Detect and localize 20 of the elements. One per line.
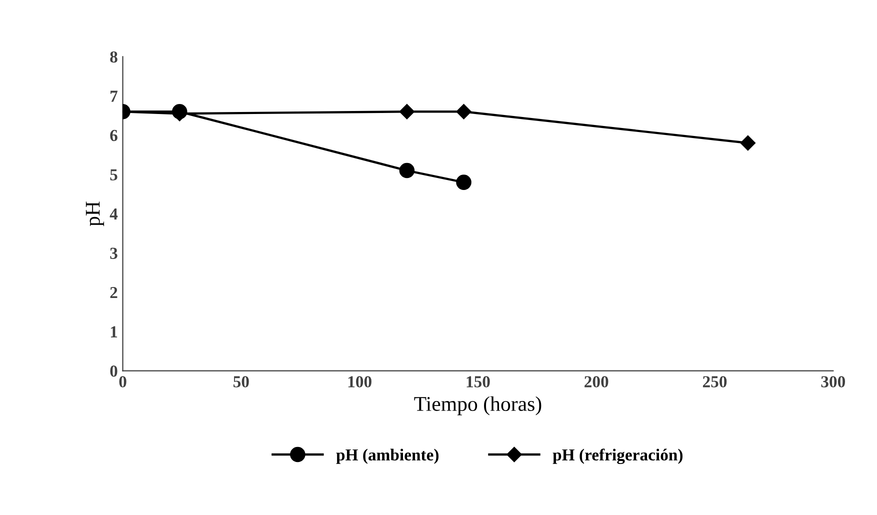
y-tick-label: 0 — [110, 366, 118, 377]
y-tick-label: 6 — [110, 130, 118, 142]
x-tick-label: 100 — [348, 376, 372, 388]
y-tick-label: 4 — [110, 208, 118, 220]
x-tick-label: 0 — [119, 376, 126, 388]
legend-label: pH (refrigeración) — [552, 448, 683, 464]
y-tick-label: 2 — [110, 287, 118, 298]
x-tick-label: 200 — [584, 376, 608, 388]
y-tick-label: 8 — [110, 51, 118, 63]
y-tick-label: 5 — [110, 169, 118, 180]
y-tick-label: 1 — [110, 326, 118, 338]
y-tick-label: 7 — [110, 90, 118, 102]
y-tick-label: 3 — [110, 248, 118, 259]
x-tick-label: 250 — [702, 376, 727, 388]
x-tick-label: 300 — [821, 376, 846, 388]
legend-label: pH (ambiente) — [336, 448, 439, 464]
x-axis-title: Tiempo (horas) — [414, 396, 542, 416]
y-axis-title: pH — [86, 202, 104, 226]
x-tick-label: 150 — [466, 376, 490, 388]
x-tick-label: 50 — [234, 376, 249, 388]
